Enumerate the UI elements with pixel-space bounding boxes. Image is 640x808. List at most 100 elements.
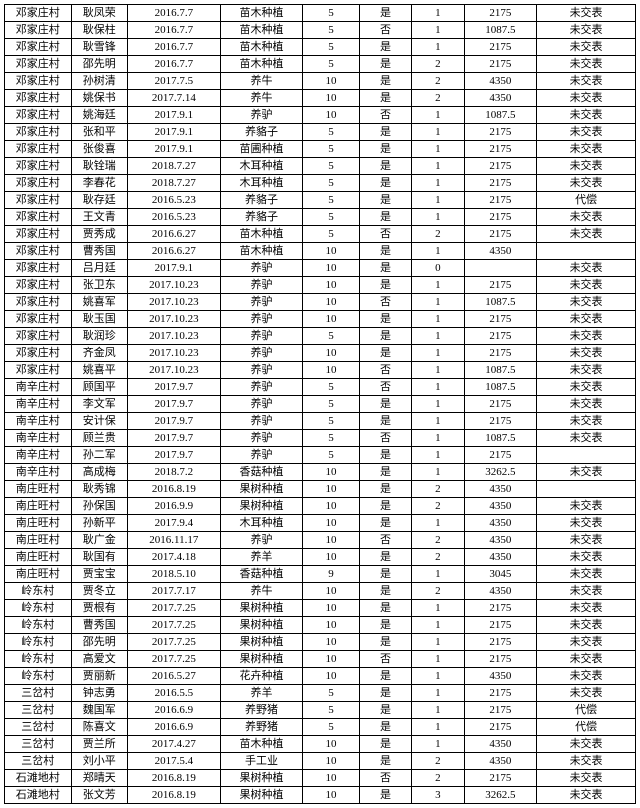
cell: 2175	[464, 600, 537, 617]
cell: 2017.4.27	[127, 736, 220, 753]
cell: 石滩地村	[5, 770, 72, 787]
cell: 1	[412, 515, 464, 532]
cell: 是	[359, 719, 411, 736]
cell: 养驴	[220, 396, 303, 413]
cell: 顾兰贵	[71, 430, 127, 447]
cell: 养羊	[220, 685, 303, 702]
table-row: 邓家庄村耿保柱2016.7.7苗木种植5否11087.5未交表	[5, 22, 636, 39]
table-row: 三岔村陈喜文2016.6.9养野猪5是12175代偿	[5, 719, 636, 736]
cell: 2175	[464, 617, 537, 634]
cell: 2	[412, 90, 464, 107]
cell: 苗木种植	[220, 226, 303, 243]
cell: 4350	[464, 736, 537, 753]
cell: 2017.10.23	[127, 328, 220, 345]
cell: 刘小平	[71, 753, 127, 770]
cell: 是	[359, 481, 411, 498]
cell: 邓家庄村	[5, 311, 72, 328]
cell: 1087.5	[464, 107, 537, 124]
cell: 邓家庄村	[5, 260, 72, 277]
table-row: 邓家庄村王文青2016.5.23养貉子5是12175未交表	[5, 209, 636, 226]
table-row: 邓家庄村孙树清2017.7.5养牛10是24350未交表	[5, 73, 636, 90]
cell: 2	[412, 583, 464, 600]
table-row: 岭东村贾冬立2017.7.17养牛10是24350未交表	[5, 583, 636, 600]
cell: 2	[412, 770, 464, 787]
cell: 孙二军	[71, 447, 127, 464]
cell	[537, 447, 636, 464]
table-row: 南辛庄村安计保2017.9.7养驴5是12175未交表	[5, 413, 636, 430]
cell: 1	[412, 362, 464, 379]
cell: 1	[412, 379, 464, 396]
cell: 4350	[464, 498, 537, 515]
cell: 未交表	[537, 464, 636, 481]
cell: 2	[412, 73, 464, 90]
table-row: 邓家庄村姚喜平2017.10.23养驴10否11087.5未交表	[5, 362, 636, 379]
cell: 是	[359, 39, 411, 56]
cell: 2	[412, 549, 464, 566]
table-row: 南辛庄村顾国平2017.9.7养驴5否11087.5未交表	[5, 379, 636, 396]
cell: 2175	[464, 277, 537, 294]
cell: 未交表	[537, 736, 636, 753]
cell: 2	[412, 56, 464, 73]
cell: 未交表	[537, 753, 636, 770]
cell: 耿存廷	[71, 192, 127, 209]
cell: 果树种植	[220, 481, 303, 498]
cell: 未交表	[537, 90, 636, 107]
cell: 孙保国	[71, 498, 127, 515]
cell: 未交表	[537, 22, 636, 39]
cell	[537, 481, 636, 498]
cell: 2175	[464, 413, 537, 430]
cell: 养驴	[220, 430, 303, 447]
table-row: 岭东村曹秀国2017.7.25果树种植10是12175未交表	[5, 617, 636, 634]
data-table: 邓家庄村耿凤荣2016.7.7苗木种植5是12175未交表邓家庄村耿保柱2016…	[4, 4, 636, 804]
cell: 是	[359, 158, 411, 175]
cell: 2175	[464, 141, 537, 158]
cell: 未交表	[537, 39, 636, 56]
cell: 苗圃种植	[220, 141, 303, 158]
cell: 高爱文	[71, 651, 127, 668]
cell: 1	[412, 668, 464, 685]
cell: 1	[412, 651, 464, 668]
cell: 1	[412, 175, 464, 192]
cell: 钟志勇	[71, 685, 127, 702]
table-row: 邓家庄村贾秀成2016.6.27苗木种植5否22175未交表	[5, 226, 636, 243]
cell: 养驴	[220, 107, 303, 124]
cell: 10	[303, 515, 359, 532]
cell: 2017.7.25	[127, 651, 220, 668]
cell: 是	[359, 498, 411, 515]
table-row: 邓家庄村姚海廷2017.9.1养驴10否11087.5未交表	[5, 107, 636, 124]
cell: 是	[359, 787, 411, 804]
cell: 齐金凤	[71, 345, 127, 362]
cell: 养驴	[220, 311, 303, 328]
cell: 5	[303, 430, 359, 447]
cell: 未交表	[537, 413, 636, 430]
cell: 养驴	[220, 294, 303, 311]
cell: 5	[303, 447, 359, 464]
cell: 2175	[464, 158, 537, 175]
table-row: 三岔村钟志勇2016.5.5养羊5是12175未交表	[5, 685, 636, 702]
table-row: 南庄旺村孙新平2017.9.4木耳种植10是14350未交表	[5, 515, 636, 532]
cell: 是	[359, 175, 411, 192]
cell: 2017.4.18	[127, 549, 220, 566]
cell: 姚保书	[71, 90, 127, 107]
cell: 2175	[464, 719, 537, 736]
cell: 曹秀国	[71, 243, 127, 260]
cell: 姚海廷	[71, 107, 127, 124]
cell: 10	[303, 362, 359, 379]
cell: 耿润珍	[71, 328, 127, 345]
cell: 4350	[464, 549, 537, 566]
cell: 未交表	[537, 260, 636, 277]
cell: 2	[412, 532, 464, 549]
cell: 养羊	[220, 549, 303, 566]
cell: 岭东村	[5, 668, 72, 685]
table-row: 南庄旺村孙保国2016.9.9果树种植10是24350未交表	[5, 498, 636, 515]
cell: 2018.7.27	[127, 158, 220, 175]
cell: 10	[303, 634, 359, 651]
cell: 是	[359, 413, 411, 430]
cell: 苗木种植	[220, 22, 303, 39]
cell: 1	[412, 413, 464, 430]
cell: 邓家庄村	[5, 243, 72, 260]
cell: 10	[303, 260, 359, 277]
cell: 5	[303, 192, 359, 209]
cell: 10	[303, 107, 359, 124]
cell: 未交表	[537, 226, 636, 243]
